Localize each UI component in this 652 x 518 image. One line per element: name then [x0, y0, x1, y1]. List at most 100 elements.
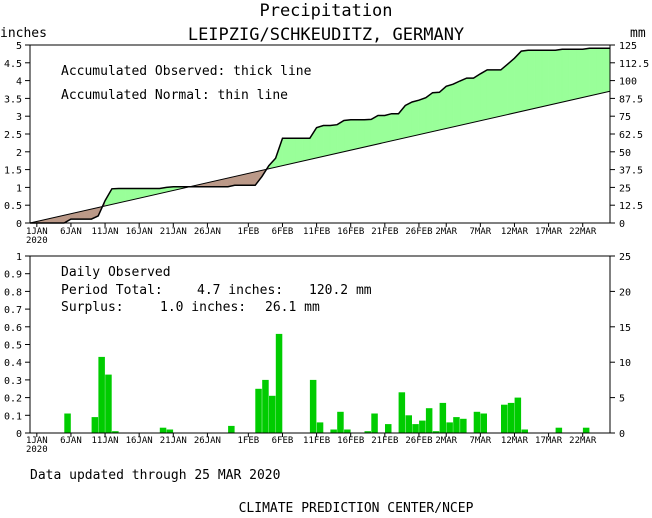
right-unit-label: mm	[630, 26, 646, 41]
x-tick-label: 21JAN	[160, 436, 187, 446]
x-tick-label: 1JAN	[26, 436, 48, 446]
accumulated-fill-segment	[445, 83, 454, 129]
x-tick-label: 2MAR	[435, 436, 457, 446]
daily-bar	[405, 415, 412, 433]
bottom-axes: 00.10.20.30.40.50.60.70.80.9105101520251…	[4, 252, 631, 455]
daily-bar	[398, 392, 406, 433]
left-y-tick-label: 0.6	[4, 323, 22, 334]
left-y-tick-label: 1.5	[4, 166, 22, 177]
accumulated-fill-segment	[466, 77, 474, 125]
left-y-tick-label: 4.5	[4, 59, 22, 70]
accumulated-fill-segment	[596, 47, 604, 95]
accumulated-fill-segment	[329, 124, 338, 156]
daily-bar	[446, 422, 453, 433]
right-y-tick-label: 112.5	[619, 59, 649, 70]
right-y-tick-label: 75	[619, 112, 631, 123]
accumulated-fill-segment	[602, 47, 611, 94]
right-y-tick-label: 37.5	[619, 166, 643, 177]
accumulated-fill-segment	[425, 92, 433, 134]
daily-bar	[364, 431, 371, 433]
daily-bar	[473, 411, 481, 433]
accumulated-fill-segment	[377, 115, 386, 145]
daily-bar	[432, 431, 440, 433]
daily-bar	[112, 431, 119, 433]
left-y-tick-label: 4	[16, 77, 22, 88]
x-tick-label: 11JAN	[92, 227, 119, 237]
x-tick-label: 7MAR	[470, 436, 492, 446]
x-tick-label: 16FEB	[337, 227, 364, 237]
left-y-tick-label: 3	[16, 112, 22, 123]
daily-bar	[337, 411, 344, 433]
right-y-tick-label: 15	[619, 323, 631, 334]
x-tick-sublabel: 2020	[26, 236, 48, 246]
x-tick-label: 2MAR	[435, 227, 457, 237]
accumulated-fill-segment	[405, 101, 413, 139]
data-updated-note: Data updated through 25 MAR 2020	[30, 468, 280, 483]
x-tick-label: 21FEB	[371, 227, 398, 237]
accumulated-fill-segment	[527, 50, 536, 111]
right-y-tick-label: 0	[619, 429, 625, 440]
chart-subtitle: LEIPZIG/SCHKEUDITZ, GERMANY	[188, 25, 464, 45]
daily-bar	[514, 397, 522, 433]
daily-bar	[501, 404, 508, 433]
x-tick-label: 17MAR	[535, 227, 563, 237]
daily-bar	[309, 379, 317, 433]
x-tick-label: 1JAN	[26, 227, 48, 237]
right-y-tick-label: 50	[619, 148, 631, 159]
accumulated-fill-segment	[459, 77, 467, 126]
accumulated-fill-segment	[323, 125, 331, 157]
x-tick-label: 26JAN	[194, 436, 221, 446]
daily-bar	[91, 417, 99, 433]
accumulated-fill-segment	[391, 113, 399, 142]
daily-bar	[439, 402, 447, 433]
accumulated-fill-segment	[364, 119, 372, 148]
x-tick-label: 21FEB	[371, 436, 398, 446]
accumulated-fill-areas	[29, 47, 611, 224]
accumulated-fill-segment	[125, 188, 133, 202]
x-tick-label: 11JAN	[92, 436, 119, 446]
right-y-tick-label: 5	[619, 394, 625, 405]
daily-bar	[344, 429, 351, 433]
daily-bar	[453, 417, 460, 433]
daily-bar	[159, 427, 167, 433]
daily-bar	[105, 374, 112, 433]
period-total-inches: 4.7 inches:	[197, 283, 283, 298]
accumulated-fill-segment	[555, 48, 563, 104]
x-tick-label: 22MAR	[569, 227, 597, 237]
accumulated-fill-segment	[500, 63, 508, 117]
accumulated-fill-segment	[548, 50, 556, 106]
accumulated-fill-segment	[480, 69, 488, 122]
accumulated-fill-segment	[384, 113, 392, 143]
left-y-tick-label: 0.3	[4, 376, 22, 387]
daily-bar	[275, 333, 283, 433]
source-credit: CLIMATE PREDICTION CENTER/NCEP	[239, 501, 474, 516]
left-y-tick-label: 0	[16, 429, 22, 440]
x-tick-label: 26FEB	[405, 436, 432, 446]
period-total-mm: 120.2 mm	[309, 283, 372, 298]
daily-bar	[316, 422, 324, 433]
accumulated-fill-segment	[439, 85, 447, 131]
accumulated-normal-line	[29, 90, 611, 224]
accumulated-fill-segment	[316, 125, 324, 159]
daily-bar	[371, 413, 378, 433]
accumulated-observed-line	[30, 47, 610, 224]
left-y-tick-label: 0.2	[4, 394, 22, 405]
accumulated-fill-segment	[575, 49, 583, 100]
x-tick-label: 16FEB	[337, 436, 364, 446]
accumulated-fill-segment	[343, 119, 351, 153]
normal-legend-note: Accumulated Normal: thin line	[61, 88, 288, 103]
accumulated-fill-segment	[568, 49, 577, 101]
daily-bar	[460, 418, 467, 433]
daily-bar	[385, 424, 392, 433]
accumulated-fill-segment	[452, 80, 461, 128]
daily-bar	[330, 429, 337, 433]
x-tick-label: 12MAR	[501, 227, 529, 237]
left-y-tick-label: 0.5	[4, 201, 22, 212]
period-total-label: Period Total:	[61, 283, 163, 298]
x-tick-label: 16JAN	[126, 436, 153, 446]
accumulated-fill-segment	[248, 171, 256, 186]
surplus-mm: 26.1 mm	[265, 300, 320, 315]
accumulated-fill-segment	[589, 47, 597, 97]
x-tick-label: 1FEB	[238, 436, 260, 446]
x-tick-label: 12MAR	[501, 436, 529, 446]
